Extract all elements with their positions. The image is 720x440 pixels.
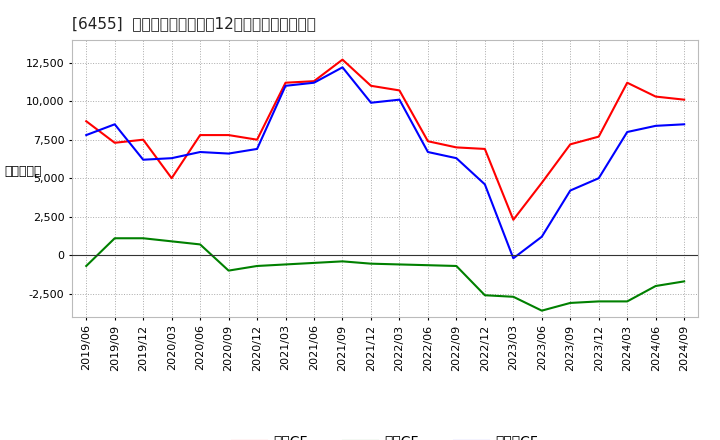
- 営業CF: [139, 137, 148, 142]
- 営業CF: [509, 217, 518, 222]
- 営業CF: [310, 78, 318, 84]
- 営業CF: [167, 176, 176, 181]
- フリーCF: [652, 123, 660, 128]
- Line: 投資CF: 投資CF: [86, 238, 684, 311]
- 投資CF: [366, 261, 375, 266]
- 営業CF: [537, 180, 546, 185]
- 投資CF: [680, 279, 688, 284]
- 営業CF: [623, 80, 631, 85]
- 投資CF: [537, 308, 546, 313]
- 投資CF: [566, 300, 575, 305]
- 投資CF: [82, 263, 91, 268]
- 営業CF: [196, 132, 204, 138]
- 営業CF: [82, 118, 91, 124]
- 投資CF: [110, 235, 119, 241]
- フリーCF: [537, 234, 546, 239]
- 営業CF: [110, 140, 119, 145]
- Text: [6455]  キャッシュフローの12か月移動合計の推移: [6455] キャッシュフローの12か月移動合計の推移: [72, 16, 316, 32]
- フリーCF: [139, 157, 148, 162]
- 投資CF: [310, 260, 318, 265]
- Legend: 営業CF, 投資CF, フリーCF: 営業CF, 投資CF, フリーCF: [227, 429, 544, 440]
- フリーCF: [253, 146, 261, 151]
- フリーCF: [338, 65, 347, 70]
- フリーCF: [623, 129, 631, 135]
- 営業CF: [253, 137, 261, 142]
- 投資CF: [652, 283, 660, 289]
- フリーCF: [680, 121, 688, 127]
- フリーCF: [509, 256, 518, 261]
- 営業CF: [652, 94, 660, 99]
- 投資CF: [423, 263, 432, 268]
- 営業CF: [595, 134, 603, 139]
- フリーCF: [480, 182, 489, 187]
- 投資CF: [225, 268, 233, 273]
- 営業CF: [338, 57, 347, 62]
- 投資CF: [452, 263, 461, 268]
- フリーCF: [82, 132, 91, 138]
- フリーCF: [110, 121, 119, 127]
- 投資CF: [338, 259, 347, 264]
- 投資CF: [167, 238, 176, 244]
- Y-axis label: （百万円）: （百万円）: [4, 165, 42, 178]
- 投資CF: [282, 262, 290, 267]
- 投資CF: [509, 294, 518, 299]
- フリーCF: [196, 149, 204, 154]
- 投資CF: [480, 293, 489, 298]
- フリーCF: [566, 188, 575, 193]
- 投資CF: [196, 242, 204, 247]
- 営業CF: [566, 142, 575, 147]
- フリーCF: [423, 149, 432, 154]
- フリーCF: [225, 151, 233, 156]
- フリーCF: [282, 83, 290, 88]
- フリーCF: [310, 80, 318, 85]
- フリーCF: [395, 97, 404, 102]
- 営業CF: [282, 80, 290, 85]
- フリーCF: [595, 176, 603, 181]
- フリーCF: [167, 155, 176, 161]
- 投資CF: [139, 235, 148, 241]
- 営業CF: [366, 83, 375, 88]
- 営業CF: [423, 139, 432, 144]
- 投資CF: [623, 299, 631, 304]
- 営業CF: [395, 88, 404, 93]
- Line: 営業CF: 営業CF: [86, 59, 684, 220]
- フリーCF: [366, 100, 375, 105]
- Line: フリーCF: フリーCF: [86, 67, 684, 258]
- 投資CF: [595, 299, 603, 304]
- 投資CF: [395, 262, 404, 267]
- 営業CF: [680, 97, 688, 102]
- 営業CF: [452, 145, 461, 150]
- フリーCF: [452, 155, 461, 161]
- 営業CF: [225, 132, 233, 138]
- 営業CF: [480, 146, 489, 151]
- 投資CF: [253, 263, 261, 268]
